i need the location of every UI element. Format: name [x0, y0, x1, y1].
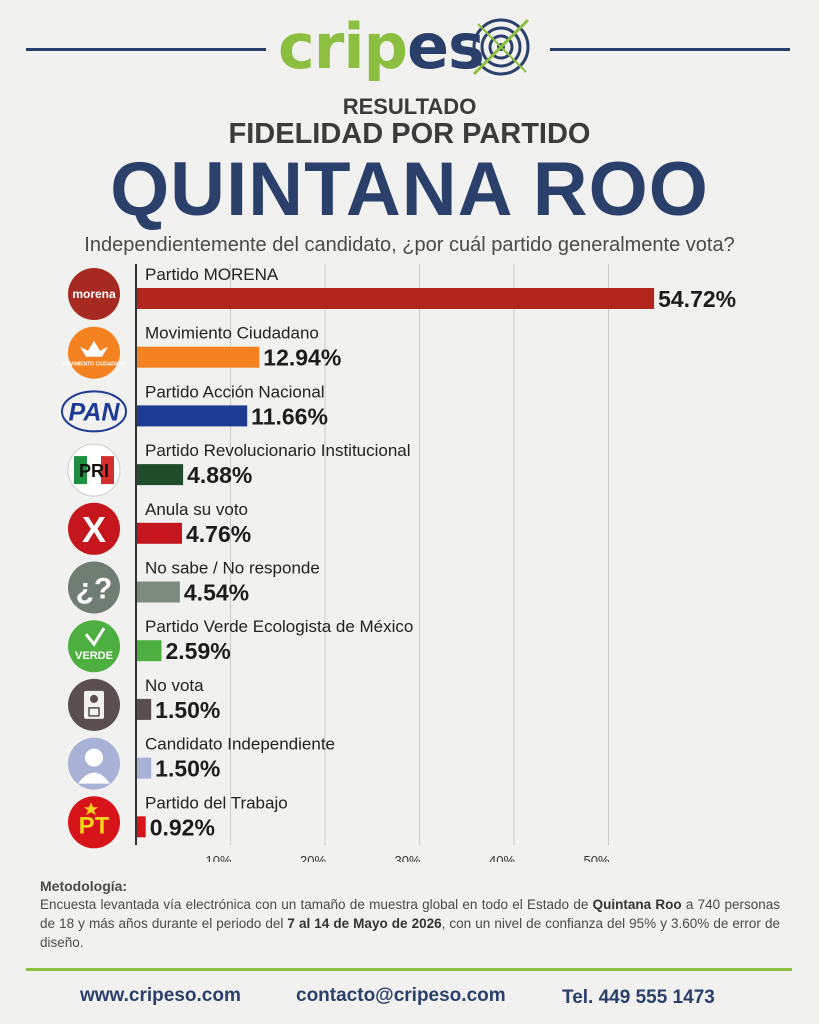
logo-text: morena — [72, 287, 116, 301]
logo-text: ¿? — [76, 573, 113, 606]
footer-website[interactable]: www.cripeso.com — [80, 985, 241, 1006]
person-silhouette-icon — [68, 737, 120, 790]
bar — [137, 816, 146, 838]
x-tick-label: 30% — [394, 853, 420, 862]
bar-chart: morena MOVIMIENTO CIUDADANO PAN PRI X ¿? VERDE… — [61, 264, 736, 862]
labels: 10% 20% 30% 40% 50% Partido MORENA 54.72% Movim… — [145, 265, 736, 862]
category-label: No vota — [145, 676, 204, 695]
logo-text: PRI — [79, 461, 109, 481]
category-label: Partido Verde Ecologista de México — [145, 617, 413, 636]
header-rule-right — [550, 48, 790, 51]
movimiento-ciudadano-logo: MOVIMIENTO CIUDADANO — [62, 326, 126, 379]
logo-text: PT — [79, 812, 110, 839]
pt-logo: PT — [68, 796, 120, 849]
methodology-period: 7 al 14 de Mayo de 2026 — [287, 916, 442, 931]
x-tick-label: 50% — [583, 853, 609, 862]
value-label: 2.59% — [165, 638, 230, 664]
logo-text: PAN — [69, 398, 121, 426]
bar — [137, 581, 180, 603]
survey-question: Independientemente del candidato, ¿por c… — [84, 234, 735, 256]
value-label: 12.94% — [263, 345, 341, 371]
methodology-text-3: , con un nivel de confianza del 95% y 3.… — [40, 916, 780, 950]
value-label: 4.54% — [184, 580, 249, 606]
methodology-text-2: a 740 personas de 18 y más años durante … — [40, 897, 780, 931]
survey-subtitle: FIDELIDAD POR PARTIDO — [228, 118, 591, 150]
footer-phone: Tel. 449 555 1473 — [562, 987, 715, 1008]
ballot-icon — [68, 678, 120, 731]
bar — [137, 640, 162, 662]
x-tick-label: 40% — [489, 853, 515, 862]
value-label: 4.88% — [187, 462, 252, 488]
verde-logo: VERDE — [68, 620, 120, 673]
category-label: Candidato Independiente — [145, 735, 335, 754]
logo-text: VERDE — [75, 650, 113, 662]
logo-text: X — [82, 509, 106, 550]
bar — [137, 757, 152, 779]
question-mark-icon: ¿? — [68, 561, 120, 614]
footer-email[interactable]: contacto@cripeso.com — [296, 985, 506, 1006]
category-label: Partido Revolucionario Institucional — [145, 441, 411, 460]
body-shape — [78, 772, 110, 784]
morena-logo: morena — [68, 268, 120, 320]
x-tick-label: 10% — [205, 853, 231, 862]
pan-logo: PAN — [61, 390, 127, 433]
pri-logo: PRI — [67, 443, 121, 497]
category-label: Anula su voto — [145, 500, 248, 519]
value-label: 0.92% — [150, 814, 215, 840]
bar — [137, 288, 655, 309]
value-label: 11.66% — [251, 403, 328, 429]
null-vote-x-icon: X — [68, 502, 120, 555]
methodology-title: Metodología: — [40, 878, 128, 894]
header-rule-left — [26, 48, 266, 51]
category-label: No sabe / No responde — [145, 559, 320, 578]
x-tick-label: 20% — [300, 853, 326, 862]
eagle-shape — [80, 340, 108, 357]
head-shape — [85, 748, 103, 767]
party-icons: morena MOVIMIENTO CIUDADANO PAN PRI X ¿? VERDE… — [61, 268, 127, 849]
methodology-state: Quintana Roo — [592, 897, 682, 912]
bar — [137, 346, 260, 368]
check-shape — [84, 627, 106, 647]
methodology-text-1: Encuesta levantada vía electrónica con u… — [40, 897, 593, 912]
value-label: 1.50% — [155, 756, 220, 782]
value-label: 4.76% — [186, 521, 251, 547]
logo-text-part1: crip — [278, 10, 408, 83]
category-label: Partido del Trabajo — [145, 793, 288, 812]
footer-rule — [26, 968, 792, 971]
star-shape — [84, 802, 98, 816]
bars — [137, 288, 655, 838]
methodology-text: Encuesta levantada vía electrónica con u… — [40, 895, 780, 952]
page-title: QUINTANA ROO — [110, 147, 709, 232]
logo-text-part2: es — [406, 10, 485, 83]
cripeso-logo: cripes — [278, 8, 542, 86]
result-label: RESULTADO — [342, 94, 477, 119]
target-icon — [472, 18, 530, 76]
category-label: Movimiento Ciudadano — [145, 324, 319, 343]
category-label: Partido MORENA — [145, 265, 279, 284]
value-label: 54.72% — [658, 286, 736, 312]
bar — [137, 698, 152, 720]
bar — [137, 405, 248, 427]
category-label: Partido Acción Nacional — [145, 382, 325, 401]
bar — [137, 464, 184, 486]
value-label: 1.50% — [155, 697, 220, 723]
logo-text: MOVIMIENTO CIUDADANO — [62, 362, 126, 368]
bar — [137, 522, 182, 544]
